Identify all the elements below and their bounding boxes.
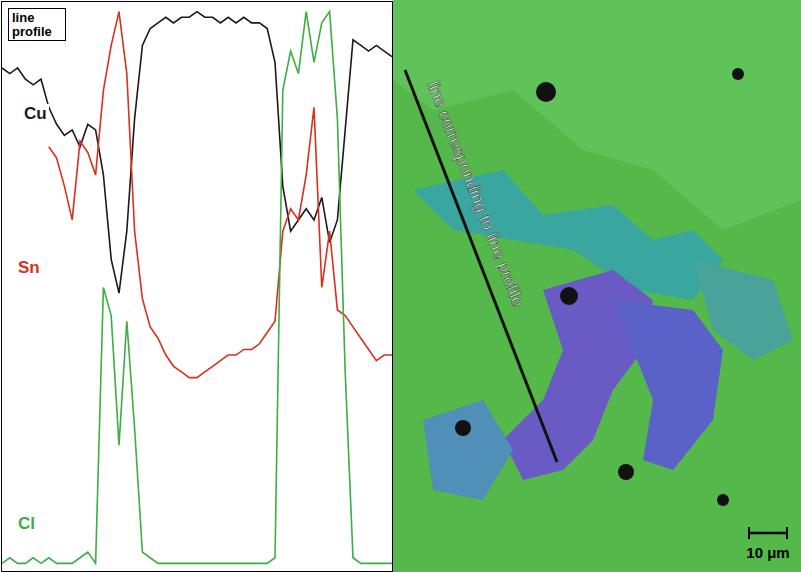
html-text:line profile: line profile [12,10,52,39]
html-text:Sn: Sn [18,258,40,277]
svg-text:10 μm: 10 μm [746,544,789,561]
svg-text:line corresponding to line pro: line corresponding to line profile [423,79,527,310]
html-text:Cu: Cu [24,104,47,123]
html-text:Cl: Cl [18,514,35,533]
